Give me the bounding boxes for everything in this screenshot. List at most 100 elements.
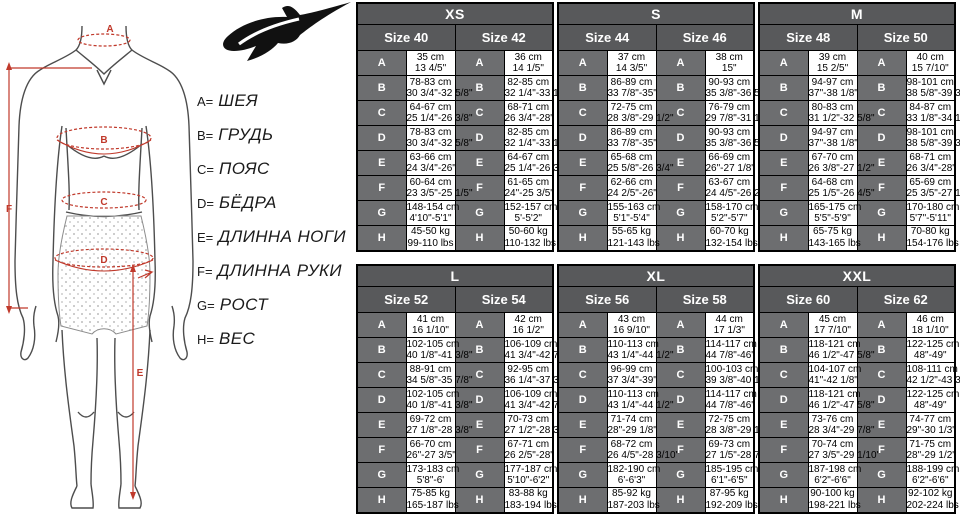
value-line-imperial: 183-194 lbs: [504, 499, 557, 511]
measurement-row-b: B 110-113 cm 43 1/4"-44 1/2" B 114-117 cm 44 …: [557, 337, 757, 363]
measurement-row-g: G 165-175 cm 5'5"-5'9" G 170-180 cm 5'7"-5'11…: [758, 200, 959, 226]
diagram-label-c: C: [100, 197, 107, 208]
legend-letter: A=: [197, 93, 214, 109]
value-line-imperial: 35 3/8"-36 5/8": [705, 138, 772, 149]
value-line-metric: 60-64 cm: [409, 176, 452, 188]
row-letter-cell: E: [758, 150, 809, 176]
value-line-metric: 185-195 cm: [705, 463, 759, 475]
measurement-value-cell: 188-199 cm 6'2"-6'6": [905, 462, 959, 488]
value-line-imperial: 37"-38 1/8": [808, 88, 858, 99]
value-line-metric: 65-75 kg: [813, 226, 852, 238]
value-line-imperial: 29"-30 1/3": [906, 425, 956, 436]
measurement-row-g: G 148-154 cm 4'10"-5'1" G 152-157 cm 5'-5'2": [356, 200, 557, 226]
size-table-band-top: XS Size 40 Size 42 A 35 cm 13 4/5" A 36 cm 14 1/…: [356, 2, 960, 252]
value-line-metric: 70-74 cm: [811, 438, 854, 450]
value-line-metric: 39 cm: [818, 51, 847, 63]
measurement-row-a: A 35 cm 13 4/5" A 36 cm 14 1/5": [356, 50, 554, 76]
legend-label: ГРУДЬ: [218, 125, 274, 144]
measurement-value-cell: 85-92 kg 187-203 lbs: [606, 487, 660, 513]
size-header: Size 48: [758, 24, 858, 51]
measurement-value-cell: 72-75 cm 28 3/8"-29 1/2": [704, 412, 772, 438]
value-line-metric: 50-60 kg: [508, 226, 548, 238]
measurement-value-cell: 182-190 cm 6'-6'3": [606, 462, 660, 488]
legend-letter: C=: [197, 161, 214, 177]
row-letter-cell: E: [655, 150, 706, 176]
row-letter-cell: B: [655, 75, 706, 101]
measurement-value-cell: 50-60 kg 110-132 lbs: [503, 225, 556, 251]
measurement-value-cell: 102-105 cm 40 1/8"-41 3/8": [405, 337, 473, 363]
measurement-value-cell: 71-74 cm 28"-29 1/8": [606, 412, 657, 438]
size-group-table-xl: XL Size 56 Size 58 A 43 cm 16 9/10" A 44 cm 17 1…: [557, 264, 777, 514]
measurement-row-e: E 69-72 cm 27 1/8"-28 3/8" E 70-73 cm 27 1/2"…: [356, 412, 571, 438]
measurement-value-cell: 118-121 cm 46 1/2"-47 5/8": [807, 387, 875, 413]
value-line-imperial: 187-203 lbs: [607, 499, 660, 511]
row-letter-cell: C: [454, 100, 505, 126]
table-body: A 39 cm 15 2/5" A 40 cm 15 7/10" B 94-97 cm 37"-…: [758, 50, 960, 251]
measurement-value-cell: 110-113 cm 43 1/4"-44 1/2": [606, 337, 674, 363]
row-letter-cell: B: [557, 75, 608, 101]
value-line-metric: 71-74 cm: [610, 413, 653, 425]
measurement-row-f: F 60-64 cm 23 3/5"-25 1/5" F 61-65 cm 24"-25 …: [356, 175, 554, 201]
value-line-imperial: 28 3/4"-29 7/8": [808, 425, 875, 436]
legend-item-бёдра: D= БЁДРА: [197, 186, 355, 220]
row-letter-cell: E: [856, 150, 907, 176]
legend-item-вес: H= ВЕС: [197, 322, 355, 356]
measurement-value-cell: 55-65 kg 121-143 lbs: [606, 225, 660, 251]
value-line-imperial: 25 5/8"-26 3/4": [607, 163, 674, 174]
value-line-imperial: 25 1/4"-26 3/8": [504, 163, 571, 174]
measurement-value-cell: 83-88 kg 183-194 lbs: [503, 487, 557, 513]
diagram-label-e: E: [137, 368, 144, 379]
value-line-metric: 60-70 kg: [709, 226, 749, 238]
value-line-imperial: 26 2/5"-28": [504, 450, 554, 461]
measurement-value-cell: 68-71 cm 26 3/4"-28": [905, 150, 956, 176]
value-line-imperial: 132-154 lbs: [705, 237, 758, 249]
value-line-imperial: 38 5/8"-39 3/4": [906, 88, 960, 99]
measurement-row-d: D 94-97 cm 37"-38 1/8" D 98-101 cm 38 5/8"-39…: [758, 125, 960, 151]
size-header: Size 52: [356, 286, 456, 313]
row-letter-cell: A: [856, 312, 907, 338]
value-line-metric: 68-71 cm: [909, 151, 952, 163]
value-line-imperial: 26 3/8"-27 1/2": [808, 163, 875, 174]
value-line-imperial: 29 7/8"-31 1/8": [705, 113, 772, 124]
size-header: Size 62: [856, 286, 956, 313]
table-head: S Size 44 Size 46: [557, 2, 755, 51]
row-letter-cell: E: [655, 412, 706, 438]
value-line-metric: 75-85 kg: [411, 488, 450, 500]
measurement-value-cell: 64-67 cm 25 1/4"-26 3/8": [405, 100, 473, 126]
measurement-value-cell: 165-175 cm 5'5"-5'9": [807, 200, 861, 226]
value-line-metric: 35 cm: [416, 51, 445, 63]
value-line-imperial: 28"-29 1/2": [906, 450, 956, 461]
measurement-row-e: E 63-66 cm 24 3/4"-26" E 64-67 cm 25 1/4"-26 …: [356, 150, 571, 176]
measurement-value-cell: 37 cm 14 3/5": [606, 50, 657, 76]
value-line-imperial: 5'7"-5'11": [909, 213, 951, 224]
value-line-imperial: 42 1/2"-43 3/4": [906, 375, 960, 386]
legend-item-рост: G= РОСТ: [197, 288, 355, 322]
row-letter-cell: H: [758, 225, 809, 251]
value-line-imperial: 4'10"-5'1": [409, 213, 452, 224]
legend-item-длинна ноги: E= ДЛИННА НОГИ: [197, 220, 355, 254]
value-line-metric: 84-87 cm: [909, 101, 952, 113]
measurement-value-cell: 90-93 cm 35 3/8"-36 5/8": [704, 125, 772, 151]
legend-item-длинна руки: F= ДЛИННА РУКИ: [197, 254, 355, 288]
measurement-row-g: G 182-190 cm 6'-6'3" G 185-195 cm 6'1"-6'5": [557, 462, 759, 488]
legend-letter: G=: [197, 297, 215, 313]
measurement-value-cell: 187-198 cm 6'2"-6'6": [807, 462, 861, 488]
measurement-value-cell: 148-154 cm 4'10"-5'1": [405, 200, 459, 226]
measurement-value-cell: 38 cm 15": [704, 50, 755, 76]
diagram-letters: A B C D E F: [6, 24, 144, 379]
measurement-value-cell: 78-83 cm 30 3/4"-32 5/8": [405, 125, 473, 151]
size-header: Size 44: [557, 24, 657, 51]
measurement-row-a: A 39 cm 15 2/5" A 40 cm 15 7/10": [758, 50, 956, 76]
value-line-imperial: 16 9/10": [613, 325, 650, 336]
row-letter-cell: F: [356, 175, 407, 201]
measurement-row-e: E 73-76 cm 28 3/4"-29 7/8" E 74-77 cm 29"-30 …: [758, 412, 956, 438]
measurement-row-h: H 55-65 kg 121-143 lbs H 60-70 kg 132-154 lbs: [557, 225, 758, 251]
measurement-value-cell: 45-50 kg 99-110 lbs: [405, 225, 456, 251]
value-line-imperial: 5'-5'2": [514, 213, 542, 224]
row-letter-cell: F: [557, 175, 608, 201]
row-letter-cell: D: [856, 387, 907, 413]
measurement-value-cell: 155-163 cm 5'1"-5'4": [606, 200, 660, 226]
value-line-imperial: 43 1/4"-44 1/2": [607, 350, 674, 361]
